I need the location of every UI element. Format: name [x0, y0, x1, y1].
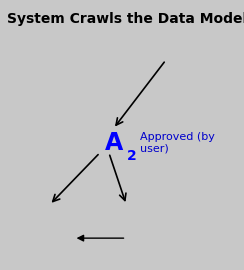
Text: 2: 2 [126, 149, 136, 163]
Text: System Crawls the Data Model: System Crawls the Data Model [7, 12, 244, 26]
Text: A: A [104, 131, 123, 155]
Text: Approved (by
user): Approved (by user) [140, 132, 214, 154]
